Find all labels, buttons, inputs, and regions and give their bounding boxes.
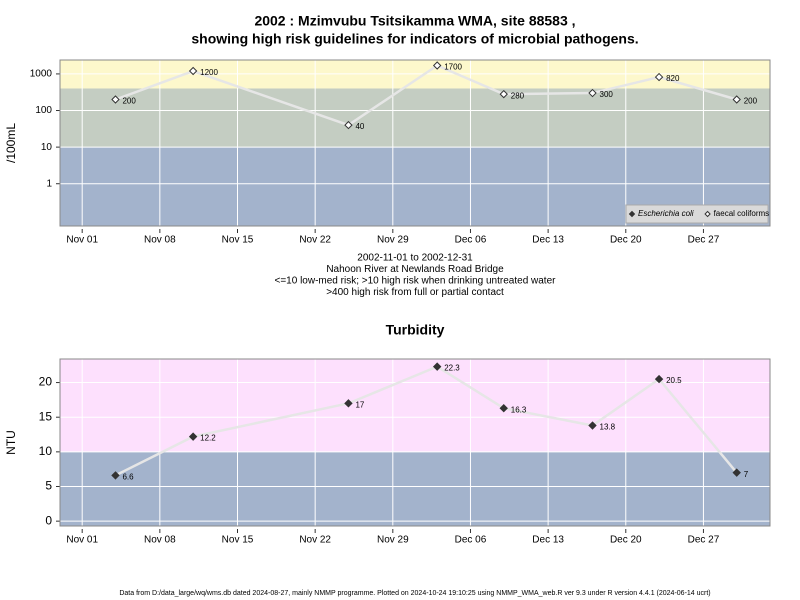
data-label: 300 — [600, 90, 614, 99]
y-tick-label: 1 — [46, 178, 52, 189]
data-point — [654, 374, 664, 384]
data-label: 12.2 — [200, 434, 216, 443]
risk-band — [60, 451, 770, 526]
x-tick-label: Dec 27 — [688, 535, 720, 546]
data-label: 17 — [355, 400, 364, 409]
x-tick-label: Dec 06 — [455, 235, 487, 246]
legend-box — [625, 204, 769, 224]
x-tick-label: Dec 27 — [688, 235, 720, 246]
chart-subtitle: showing high risk guidelines for indicat… — [191, 31, 638, 47]
series-line — [114, 365, 738, 477]
risk-band — [60, 359, 770, 452]
x-tick-label: Dec 13 — [532, 235, 564, 246]
data-point — [499, 403, 508, 413]
data-point — [588, 421, 597, 430]
x-tick-label: Dec 20 — [610, 235, 642, 246]
x-tick-label: Nov 29 — [377, 535, 409, 546]
data-point — [344, 399, 353, 408]
x-tick-label: Nov 15 — [222, 235, 254, 246]
legend-marker — [628, 210, 636, 218]
data-label: 16.3 — [511, 405, 527, 414]
y-tick-label: 10 — [41, 142, 53, 153]
data-point — [188, 432, 198, 441]
data-point — [111, 95, 120, 104]
risk-band — [60, 88, 770, 148]
y-axis-label: NTU — [4, 430, 18, 455]
x-tick-label: Nov 08 — [144, 235, 176, 246]
plot-frame — [59, 59, 771, 227]
data-label: 1200 — [200, 68, 218, 77]
y-tick-label: 10 — [39, 444, 53, 458]
y-tick-label: 20 — [39, 375, 53, 389]
chart-note: >400 high risk from full or partial cont… — [326, 287, 504, 298]
data-label: 6.6 — [122, 473, 134, 482]
x-tick-label: Nov 01 — [66, 535, 98, 546]
x-tick-label: Dec 06 — [455, 535, 487, 546]
data-label: 280 — [511, 91, 525, 100]
data-label: 40 — [355, 122, 364, 131]
data-point — [188, 66, 198, 76]
legend-label: faecal coliforms — [714, 209, 770, 218]
y-axis-label: /100mL — [4, 123, 18, 163]
data-point — [432, 61, 442, 70]
y-tick-label: 15 — [39, 409, 53, 423]
chart-note: <=10 low-med risk; >10 high risk when dr… — [275, 276, 557, 287]
chart-note: Nahoon River at Newlands Road Bridge — [326, 264, 504, 275]
x-tick-label: Nov 29 — [377, 235, 409, 246]
data-point — [732, 95, 741, 104]
chart-note: 2002-11-01 to 2002-12-31 — [357, 253, 473, 264]
data-label: 22.3 — [444, 364, 460, 373]
y-tick-label: 5 — [45, 479, 52, 493]
data-label: 200 — [122, 97, 136, 106]
y-tick-label: 100 — [35, 105, 52, 116]
data-label: 200 — [744, 97, 758, 106]
data-point — [654, 72, 664, 82]
y-tick-label: 0 — [45, 513, 52, 527]
x-tick-label: Dec 20 — [610, 535, 642, 546]
legend-marker — [704, 210, 711, 218]
x-tick-label: Nov 01 — [66, 235, 98, 246]
legend-label: Escherichia coli — [638, 209, 694, 218]
data-point — [344, 120, 353, 130]
data-point — [732, 468, 741, 477]
data-point — [432, 362, 442, 371]
data-label: 20.5 — [666, 376, 682, 385]
series-line — [115, 64, 738, 127]
data-label: 7 — [744, 470, 749, 479]
x-tick-label: Nov 08 — [144, 535, 176, 546]
x-tick-label: Nov 15 — [222, 535, 254, 546]
footer: Data from D:/data_large/wq/wms.db dated … — [119, 590, 710, 597]
chart-title: Turbidity — [386, 322, 445, 338]
data-point — [499, 89, 508, 99]
data-point — [588, 88, 597, 98]
plot-frame — [59, 358, 771, 527]
data-label: 13.8 — [600, 423, 616, 432]
chart-title: 2002 : Mzimvubu Tsitsikamma WMA, site 88… — [254, 13, 575, 29]
x-tick-label: Dec 13 — [532, 535, 564, 546]
x-tick-label: Nov 22 — [299, 235, 331, 246]
x-tick-label: Nov 22 — [299, 535, 331, 546]
data-label: 1700 — [444, 63, 462, 72]
data-label: 820 — [666, 74, 680, 83]
data-point — [111, 471, 120, 480]
y-tick-label: 1000 — [30, 69, 53, 80]
